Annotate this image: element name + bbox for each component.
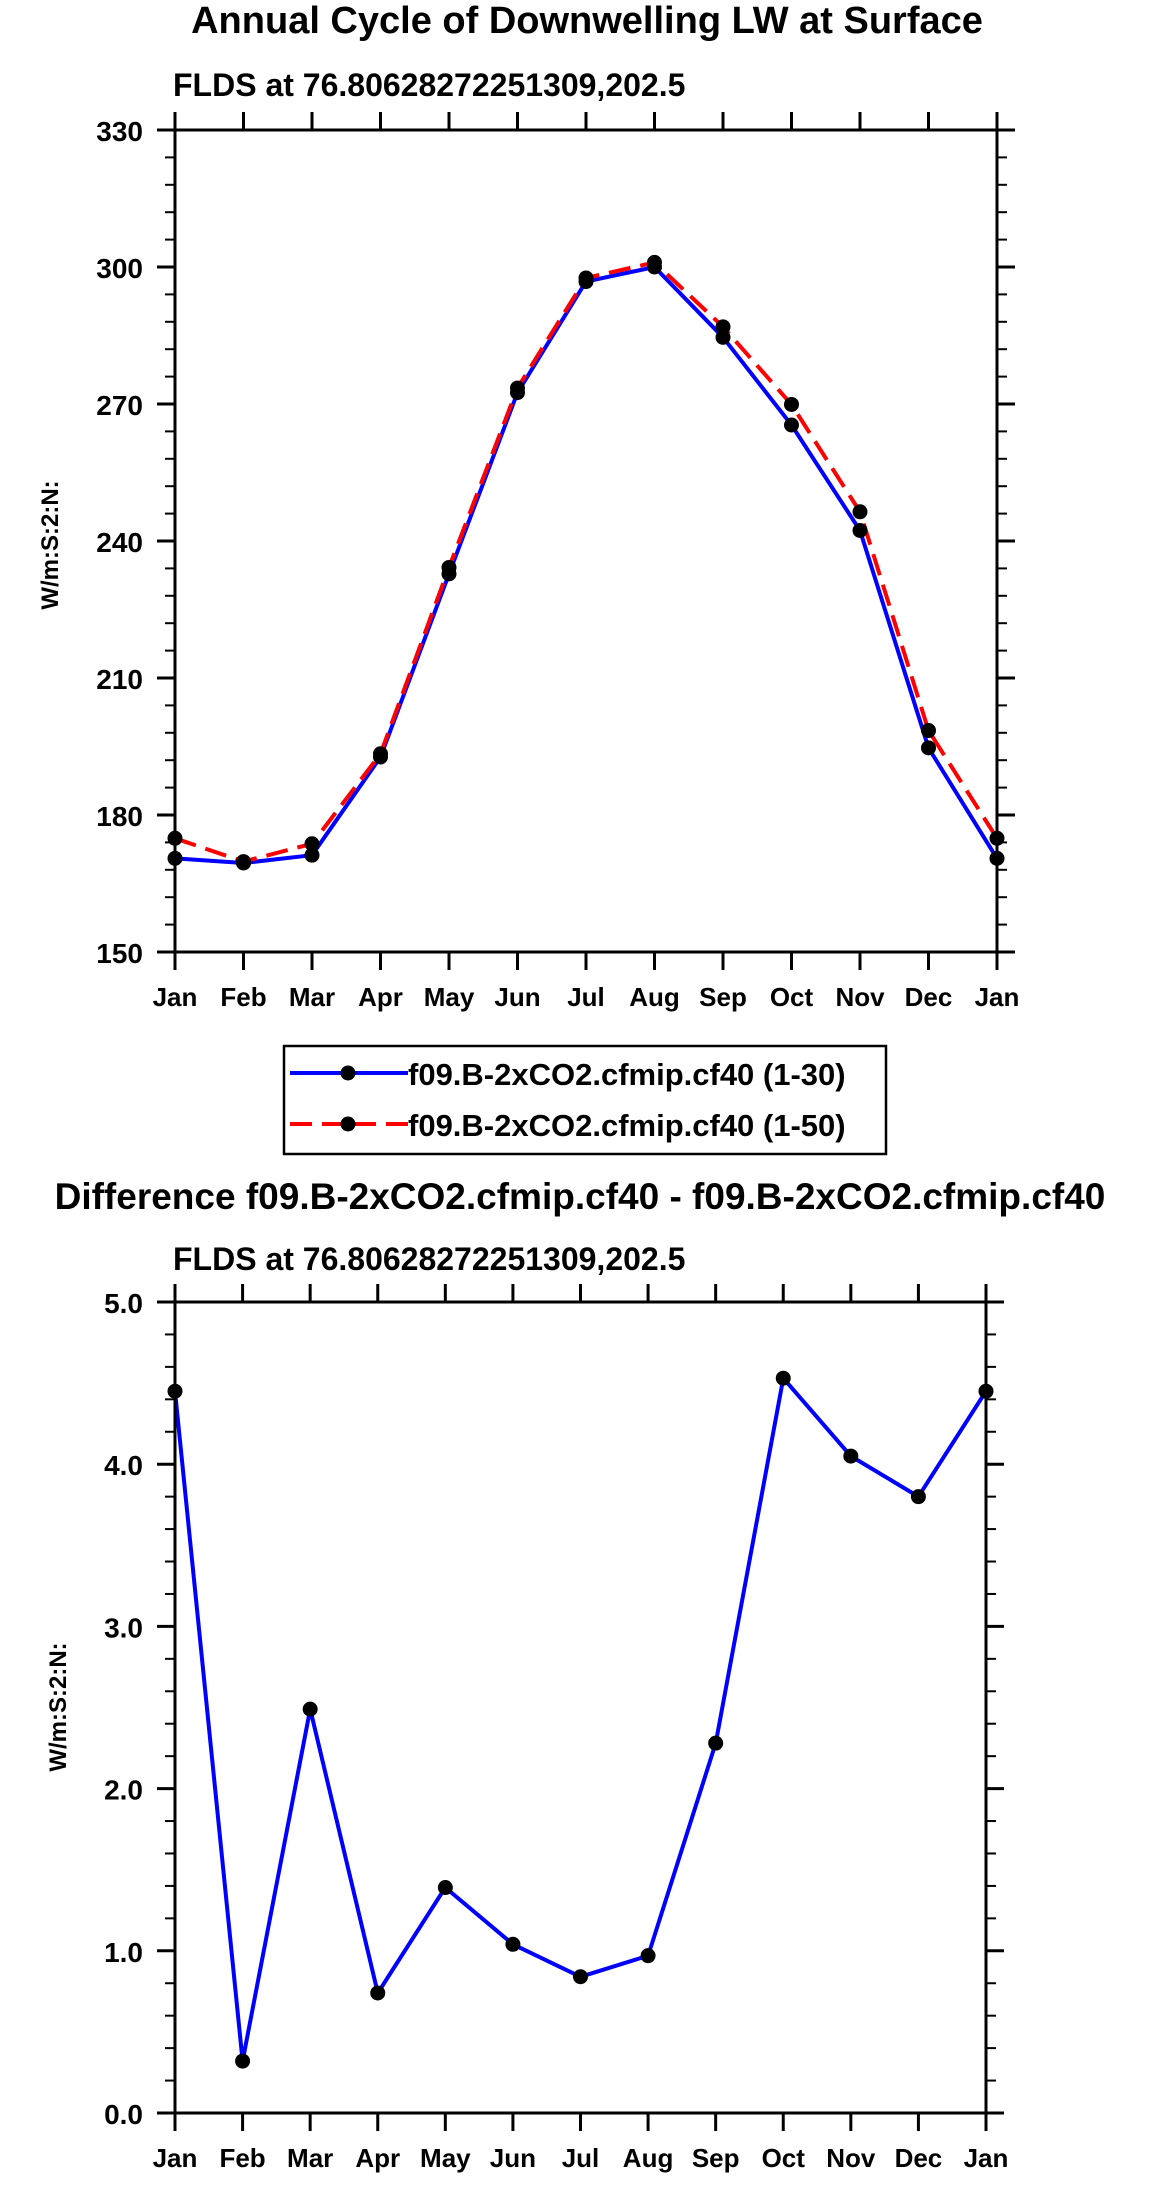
x-tick-label: Jun	[494, 982, 540, 1012]
annual-cycle-chart: Annual Cycle of Downwelling LW at Surfac…	[37, 0, 1019, 1012]
y-tick-label: 4.0	[104, 1450, 143, 1481]
x-tick-label: Aug	[623, 2143, 674, 2173]
data-point-series-1	[640, 1948, 656, 1964]
series-line-1	[173, 1376, 988, 2064]
x-tick-label: Aug	[629, 982, 680, 1012]
data-point-series-2	[304, 836, 320, 852]
series-layer	[167, 1370, 994, 2069]
data-point-series-1	[843, 1448, 859, 1464]
x-tick-label: Nov	[835, 982, 885, 1012]
x-tick-label: May	[424, 982, 475, 1012]
x-tick-label: Dec	[905, 982, 953, 1012]
plot-frame	[173, 1300, 988, 2115]
data-point-series-2	[578, 270, 594, 286]
x-tick-label: Dec	[895, 2143, 943, 2173]
difference-chart: Difference f09.B-2xCO2.cfmip.cf40 - f09.…	[45, 1176, 1105, 2173]
series-line-1	[174, 265, 999, 865]
y-tick-label: 180	[96, 801, 143, 832]
data-point-series-2	[510, 380, 525, 396]
data-point-series-1	[910, 1489, 926, 1505]
legend-label-series-2: f09.B-2xCO2.cfmip.cf40 (1-50)	[408, 1108, 846, 1143]
x-tick-label: Jan	[975, 982, 1020, 1012]
data-point-series-1	[715, 329, 731, 345]
y-ticks: 0.0 1.0 2.0 3.0 4.0 5.0	[104, 1288, 1004, 2130]
x-tick-label: May	[420, 2143, 471, 2173]
x-tick-label: Feb	[220, 982, 266, 1012]
legend-box	[282, 1044, 888, 1156]
legend-marker-series-2	[340, 1116, 356, 1132]
x-ticks: Jan Feb Mar Apr May Jun Jul Aug Sep Oct Nov Dec Jan	[153, 1284, 1009, 2173]
data-point-series-2	[373, 746, 388, 762]
y-tick-label: 0.0	[104, 2099, 143, 2130]
y-tick-label: 240	[96, 527, 143, 558]
x-tick-label: Mar	[289, 982, 335, 1012]
x-tick-label: Oct	[770, 982, 814, 1012]
chart-subtitle: FLDS at 76.80628272251309,202.5	[173, 67, 685, 103]
y-tick-label: 210	[96, 664, 143, 695]
data-point-series-2	[784, 396, 799, 412]
data-point-series-1	[921, 740, 936, 756]
x-tick-label: Jun	[490, 2143, 536, 2173]
x-tick-label: Jul	[562, 2143, 600, 2173]
data-point-series-1	[370, 1985, 386, 2001]
data-point-series-1	[573, 1969, 588, 1985]
x-tick-label: Jul	[567, 982, 605, 1012]
data-point-series-1	[852, 522, 868, 538]
x-tick-label: Mar	[287, 2143, 333, 2173]
data-point-series-1	[302, 1701, 318, 1717]
legend: f09.B-2xCO2.cfmip.cf40 (1-30) f09.B-2xCO…	[282, 1044, 888, 1156]
series-line-2	[174, 260, 999, 864]
x-tick-label: Apr	[358, 982, 403, 1012]
y-axis-label: W/m:S:2:N:	[37, 480, 64, 609]
y-axis-label: W/m:S:2:N:	[45, 1642, 72, 1771]
x-tick-label: Nov	[826, 2143, 876, 2173]
series-layer	[167, 254, 1005, 871]
y-ticks: 150 180 210 240 270 300 330	[96, 116, 1015, 969]
y-tick-label: 3.0	[104, 1612, 143, 1643]
data-point-series-1	[775, 1370, 791, 1386]
x-tick-label: Jan	[964, 2143, 1009, 2173]
legend-marker-series-1	[340, 1065, 356, 1081]
data-point-series-2	[921, 723, 936, 739]
chart-subtitle: FLDS at 76.80628272251309,202.5	[173, 1241, 685, 1277]
data-point-series-1	[304, 847, 320, 863]
y-tick-label: 5.0	[104, 1288, 143, 1319]
legend-item-series-2: f09.B-2xCO2.cfmip.cf40 (1-50)	[290, 1108, 846, 1143]
data-point-series-1	[235, 2053, 251, 2069]
data-point-series-2	[852, 504, 868, 520]
plot-frame	[173, 128, 999, 954]
y-tick-label: 300	[96, 253, 143, 284]
x-tick-label: Apr	[355, 2143, 400, 2173]
x-tick-label: Feb	[219, 2143, 265, 2173]
y-tick-label: 1.0	[104, 1937, 143, 1968]
y-tick-label: 150	[96, 938, 143, 969]
y-tick-label: 330	[96, 116, 143, 147]
x-tick-label: Sep	[699, 982, 747, 1012]
data-point-series-2	[647, 254, 662, 270]
data-point-series-2	[441, 559, 457, 575]
legend-item-series-1: f09.B-2xCO2.cfmip.cf40 (1-30)	[290, 1057, 846, 1092]
data-point-series-1	[708, 1735, 724, 1751]
x-tick-label: Sep	[692, 2143, 740, 2173]
chart-title: Annual Cycle of Downwelling LW at Surfac…	[191, 0, 983, 42]
y-tick-label: 270	[96, 390, 143, 421]
legend-label-series-1: f09.B-2xCO2.cfmip.cf40 (1-30)	[408, 1057, 846, 1092]
data-point-series-2	[715, 319, 731, 335]
y-tick-label: 2.0	[104, 1775, 143, 1806]
x-tick-label: Oct	[762, 2143, 806, 2173]
data-point-series-1	[505, 1936, 521, 1952]
data-point-series-1	[437, 1880, 453, 1896]
x-tick-label: Jan	[153, 982, 198, 1012]
data-point-series-2	[236, 854, 251, 870]
x-ticks: Jan Feb Mar Apr May Jun Jul Aug Sep Oct Nov Dec Jan	[153, 112, 1020, 1012]
data-point-series-1	[784, 417, 799, 433]
x-tick-label: Jan	[153, 2143, 198, 2173]
chart-title: Difference f09.B-2xCO2.cfmip.cf40 - f09.…	[55, 1176, 1106, 1217]
